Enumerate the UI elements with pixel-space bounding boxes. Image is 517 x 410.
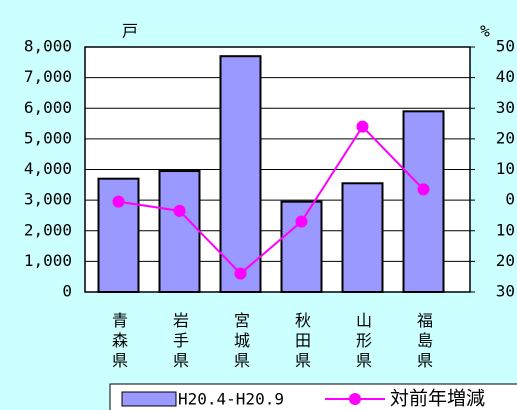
y-tick-label: 1,000 (24, 251, 72, 270)
point (234, 267, 247, 280)
y-unit: 戸 (122, 22, 138, 41)
y-tick-label: 7,000 (24, 67, 72, 86)
legend-label: 対前年増減 (390, 388, 485, 410)
bar (402, 110, 445, 293)
y2-tick-label: 30 (496, 98, 515, 117)
legend-swatch (121, 391, 177, 407)
bar (219, 55, 262, 293)
point (173, 204, 186, 217)
y-tick-label: 8,000 (24, 37, 72, 56)
legend-marker (349, 393, 361, 405)
y2-tick-label: 20 (496, 251, 515, 270)
y2-tick-label: 10 (496, 220, 515, 239)
y2-tick-label: 40 (496, 67, 515, 86)
y2-unit: % (480, 22, 490, 41)
bar (280, 200, 323, 293)
line (118, 125, 425, 275)
x-tick-label: 福島県 (414, 312, 433, 372)
point (295, 215, 308, 228)
y-tick-label: 0 (62, 282, 72, 301)
plot-frame (84, 46, 471, 293)
legend-box (109, 383, 517, 410)
point (112, 195, 125, 208)
x-tick-label: 山形県 (353, 312, 372, 372)
x-tick-label: 岩手県 (170, 312, 189, 372)
y-tick-label: 3,000 (24, 190, 72, 209)
x-tick-label: 秋田県 (292, 312, 311, 372)
y-tick-label: 6,000 (24, 98, 72, 117)
point (356, 120, 369, 133)
x-tick-label: 宮城県 (231, 312, 250, 372)
y2-tick-label: 10 (496, 159, 515, 178)
y-tick-label: 5,000 (24, 128, 72, 147)
y2-tick-label: 30 (496, 282, 515, 301)
bar (341, 182, 384, 293)
y-tick-label: 2,000 (24, 220, 72, 239)
y2-tick-label: 20 (496, 128, 515, 147)
y2-tick-label: 50 (496, 37, 515, 56)
bar (158, 170, 201, 293)
x-tick-label: 青森県 (109, 312, 128, 372)
y-tick-label: 4,000 (24, 159, 72, 178)
legend-label: H20.4-H20.9 (178, 390, 284, 409)
y2-tick-label: 0 (505, 190, 515, 209)
point (417, 183, 430, 196)
